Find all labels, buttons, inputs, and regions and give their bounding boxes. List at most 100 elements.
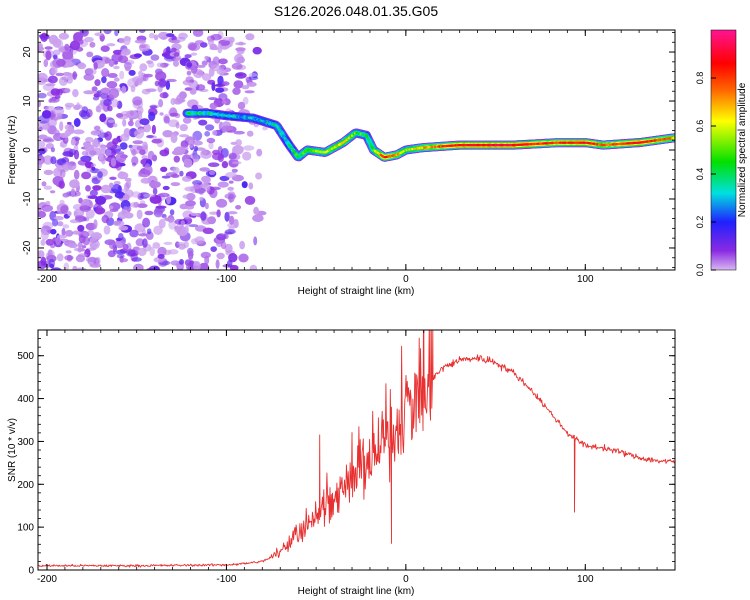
noise-blob [44,46,53,50]
noise-blob [86,51,94,58]
noise-blob [81,245,87,249]
spectrogram-ridge [182,108,675,162]
noise-blob [162,185,170,191]
noise-blob [148,32,155,39]
noise-blob [190,212,199,216]
noise-blob [231,161,242,165]
noise-blob [77,253,88,258]
noise-blob [151,138,163,144]
noise-blob [210,33,222,41]
noise-blob [178,32,188,40]
noise-blob [163,147,170,154]
noise-blob [123,206,129,212]
noise-blob [55,72,64,77]
noise-blob [100,45,110,52]
noise-blob [120,50,128,57]
x-tick-label: -100 [216,274,236,285]
noise-blob [168,220,176,230]
noise-blob [185,76,194,83]
noise-blob [157,31,170,40]
snr-line [38,330,675,568]
noise-blob [218,58,228,65]
noise-blob [186,70,192,76]
snr-ylabel: SNR (10 * v/v) [7,418,18,482]
noise-blob [233,218,239,229]
noise-blob [55,237,62,245]
noise-blob [169,112,179,117]
noise-blob [77,224,85,232]
noise-blob [193,145,199,152]
snr-ticks: -200 -100 0 100 0 100 200 300 400 500 [17,329,676,585]
noise-blob [75,104,83,109]
noise-blob [124,177,132,182]
noise-blob [53,216,64,221]
noise-blob [61,227,66,236]
noise-blob [95,195,106,205]
noise-blob [133,201,140,208]
noise-blob [59,142,65,148]
noise-blob [195,84,206,91]
noise-blob [119,142,128,150]
noise-blob [170,97,176,106]
noise-blob [221,81,230,86]
noise-blob [38,140,46,149]
noise-blob [110,98,119,108]
noise-blob [163,116,170,124]
noise-blob [118,37,126,44]
noise-blob [184,186,196,192]
noise-blob [172,166,180,174]
noise-blob [113,181,121,185]
noise-blob [38,160,42,169]
noise-blob [262,126,268,131]
noise-blob [82,236,90,246]
noise-blob [64,87,71,93]
spectrogram-ylabel: Frequency (Hz) [7,116,18,185]
noise-blob [72,230,81,235]
noise-blob [149,246,155,257]
noise-blob [209,211,219,215]
noise-blob [186,192,196,201]
noise-blob [207,216,217,225]
noise-blob [87,256,98,266]
noise-blob [48,258,55,268]
noise-blob [49,190,56,194]
noise-blob [231,168,238,173]
noise-blob [129,144,142,155]
noise-blob [124,65,131,72]
noise-blob [59,121,64,131]
noise-blob [43,59,49,68]
noise-blob [158,218,166,229]
noise-blob [138,233,148,237]
noise-blob [221,125,234,132]
noise-blob [53,107,65,116]
noise-blob [253,236,258,246]
noise-blob [84,161,93,169]
spectrogram-xlabel: Height of straight line (km) [298,286,415,297]
x-tick-label: 100 [577,274,594,285]
noise-blob [135,238,145,247]
noise-blob [149,105,158,109]
noise-blob [241,85,250,90]
noise-blob [160,166,168,172]
noise-blob [161,213,167,219]
noise-blob [74,215,86,219]
noise-blob [193,184,201,190]
noise-blob [211,82,216,91]
noise-blob [222,36,234,42]
noise-blob [104,131,112,141]
noise-blob [43,169,54,176]
noise-blob [137,247,147,257]
noise-blob [47,249,53,259]
noise-blob [60,168,66,178]
noise-blob [187,42,197,51]
noise-blob [69,219,79,224]
noise-blob [123,35,131,46]
noise-blob [226,259,233,268]
noise-blob [77,62,87,70]
noise-blob [59,199,65,206]
noise-blob [132,140,144,145]
noise-blob [42,138,55,143]
noise-blob [92,185,102,191]
noise-blob [129,110,134,116]
